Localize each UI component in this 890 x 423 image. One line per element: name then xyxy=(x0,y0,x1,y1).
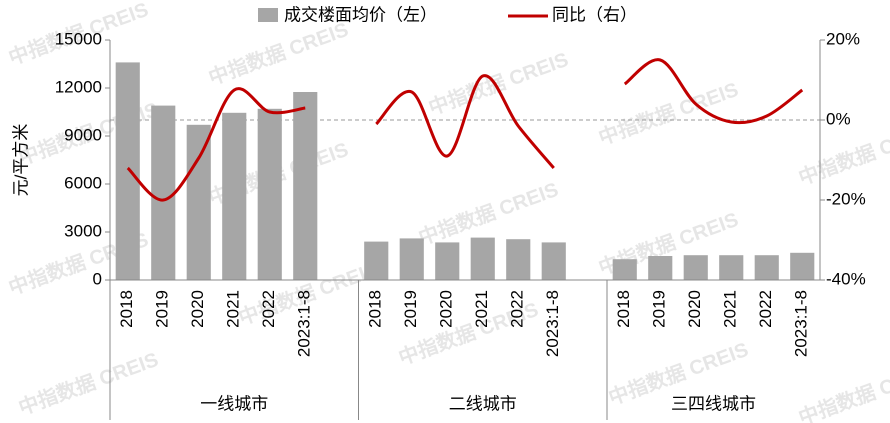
bar xyxy=(470,237,495,280)
bar xyxy=(506,239,531,280)
bar xyxy=(541,242,566,280)
x-tick-label: 2019 xyxy=(401,290,420,328)
x-tick-label: 2021 xyxy=(224,290,243,328)
group-label: 一线城市 xyxy=(200,394,268,413)
bar xyxy=(719,255,744,280)
watermark: 中指数据 CREIS xyxy=(205,17,351,90)
y-tick-label: 15000 xyxy=(55,29,102,48)
y2-tick-label: -20% xyxy=(826,189,866,208)
y-tick-label: 9000 xyxy=(64,125,102,144)
x-tick-label: 2020 xyxy=(437,290,456,328)
legend-label: 同比（右） xyxy=(552,5,637,24)
group-label: 二线城市 xyxy=(449,394,517,413)
x-tick-label: 2023:1-8 xyxy=(543,290,562,357)
x-tick-label: 2022 xyxy=(756,290,775,328)
legend-swatch xyxy=(258,8,278,22)
x-tick-label: 2021 xyxy=(472,290,491,328)
bar xyxy=(115,62,140,281)
bar xyxy=(683,255,708,280)
x-tick-label: 2020 xyxy=(685,290,704,328)
x-tick-label: 2018 xyxy=(366,290,385,328)
y-tick-label: 12000 xyxy=(55,77,102,96)
x-tick-label: 2021 xyxy=(721,290,740,328)
watermark: 中指数据 CREIS xyxy=(425,47,571,120)
x-tick-label: 2022 xyxy=(259,290,278,328)
bar xyxy=(257,108,282,280)
x-tick-label: 2022 xyxy=(508,290,527,328)
group-label: 三四线城市 xyxy=(671,394,756,413)
legend-label: 成交楼面均价（左） xyxy=(284,5,437,24)
y-tick-label: 6000 xyxy=(64,173,102,192)
x-tick-label: 2019 xyxy=(153,290,172,328)
bar xyxy=(648,256,673,280)
x-tick-label: 2023:1-8 xyxy=(792,290,811,357)
x-tick-label: 2019 xyxy=(650,290,669,328)
x-tick-label: 2023:1-8 xyxy=(295,290,314,357)
y-tick-label: 3000 xyxy=(64,221,102,240)
bar xyxy=(186,124,211,280)
bar xyxy=(399,238,424,280)
y2-tick-label: -40% xyxy=(826,269,866,288)
watermark: 中指数据 CREIS xyxy=(795,357,890,423)
bar xyxy=(151,105,176,280)
x-tick-label: 2018 xyxy=(117,290,136,328)
y-tick-label: 0 xyxy=(93,269,102,288)
x-tick-label: 2018 xyxy=(614,290,633,328)
bar xyxy=(612,259,637,280)
bar xyxy=(293,92,318,280)
bar xyxy=(790,252,815,280)
bar xyxy=(754,255,779,280)
x-tick-label: 2020 xyxy=(188,290,207,328)
bar xyxy=(435,242,460,280)
bar xyxy=(364,241,389,280)
y2-tick-label: 0% xyxy=(826,109,851,128)
line xyxy=(126,58,804,202)
y-axis-label: 元/平方米 xyxy=(11,124,30,197)
watermark: 中指数据 CREIS xyxy=(595,77,741,150)
y2-tick-label: 20% xyxy=(826,29,860,48)
bar xyxy=(222,112,247,280)
watermark: 中指数据 CREIS xyxy=(15,347,161,420)
